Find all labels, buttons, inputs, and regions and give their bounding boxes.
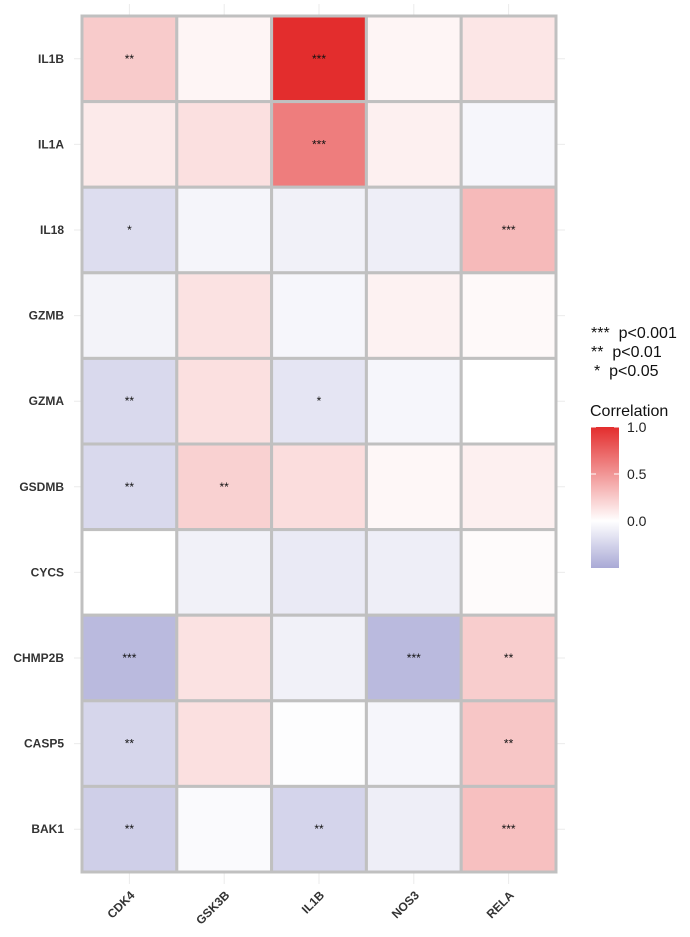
heatmap-cell (270, 442, 368, 532)
row-label: IL18 (40, 223, 64, 237)
significance-mark: *** (502, 822, 516, 836)
column-label: CDK4 (105, 888, 138, 921)
significance-mark: * (127, 223, 132, 237)
heatmap-cell (364, 100, 463, 189)
row-labels: IL1B IL1A IL18 GZMB GZMA GSDMB CYCS CHMP2B CASP5… (13, 52, 64, 836)
heatmap-cell (459, 442, 558, 532)
heatmap-cell (364, 356, 463, 446)
significance-mark: ** (314, 822, 324, 836)
heatmap-cell (459, 784, 558, 874)
significance-legend-entry: * p<0.05 (594, 363, 659, 380)
significance-mark: *** (502, 223, 516, 237)
significance-mark: ** (125, 394, 135, 408)
significance-mark: ** (504, 651, 514, 665)
heatmap-cell (175, 100, 274, 189)
significance-mark: ** (504, 737, 514, 751)
heatmap-cell (364, 271, 463, 360)
row-label: CHMP2B (13, 651, 64, 665)
heatmap-cell (364, 528, 463, 617)
column-label: NOS3 (389, 888, 422, 921)
heatmap-cell (175, 442, 274, 532)
heatmap-cell (270, 699, 368, 788)
heatmap-cell (459, 14, 558, 104)
heatmap-cell (364, 14, 463, 104)
heatmap-cell (80, 528, 179, 617)
colorbar (591, 427, 619, 568)
heatmap-cell (364, 784, 463, 874)
column-label: GSK3B (193, 888, 232, 927)
significance-legend-entry: ** p<0.01 (591, 344, 662, 361)
heatmap-cell (459, 613, 558, 703)
row-label: IL1B (38, 52, 64, 66)
legend-tick-label: 0.5 (627, 466, 647, 482)
significance-legend: *** p<0.001 ** p<0.01 * p<0.05 (591, 325, 677, 380)
significance-mark: ** (125, 822, 135, 836)
heatmap-cell (459, 528, 558, 617)
heatmap-cell (175, 271, 274, 360)
significance-mark: *** (407, 651, 421, 665)
heatmap-cell (459, 356, 558, 446)
heatmap-cell (459, 271, 558, 360)
heatmap-cell (459, 100, 558, 189)
heatmap-cell (364, 185, 463, 275)
row-label: GSDMB (19, 480, 64, 494)
heatmap-cell (80, 271, 179, 360)
heatmap-cell (270, 528, 368, 617)
heatmap-cell (175, 784, 274, 874)
heatmap-cell (80, 356, 179, 446)
heatmap-cell (270, 185, 368, 275)
heatmap-cell (270, 14, 368, 104)
heatmap-cell (175, 528, 274, 617)
significance-mark: *** (122, 651, 136, 665)
column-label: RELA (484, 888, 517, 921)
significance-mark: ** (125, 52, 135, 66)
row-label: GZMA (29, 394, 65, 408)
significance-legend-entry: *** p<0.001 (591, 325, 677, 342)
significance-marks: ** ******* ***** *** ***** *** **** **** ** *** (122, 52, 516, 836)
legend-tick-label: 0.0 (627, 513, 647, 529)
significance-mark: ** (125, 737, 135, 751)
legend-ticks: 1.0 0.5 0.0 (591, 419, 647, 529)
row-label: CASP5 (24, 737, 64, 751)
heatmap-cell (459, 699, 558, 788)
row-label: GZMB (29, 309, 65, 323)
heatmap-cell (364, 699, 463, 788)
heatmap-cell (80, 14, 179, 104)
heatmap-cell (270, 271, 368, 360)
row-label: IL1A (38, 137, 64, 151)
significance-mark: ** (220, 480, 230, 494)
heatmap-cell (80, 185, 179, 275)
heatmap-cell (459, 185, 558, 275)
heatmap-cell (175, 14, 274, 104)
significance-mark: ** (125, 480, 135, 494)
heatmap-cell (175, 356, 274, 446)
heatmap-cell (80, 699, 179, 788)
significance-mark: * (317, 394, 322, 408)
heatmap-cell (175, 185, 274, 275)
row-label: BAK1 (31, 822, 64, 836)
legend-title: Correlation (590, 403, 668, 420)
column-labels: CDK4 GSK3B IL1B NOS3 RELA (105, 888, 517, 927)
heatmap-cell (270, 356, 368, 446)
legend: *** p<0.001 ** p<0.01 * p<0.05 Correlation… (590, 325, 677, 568)
significance-mark: *** (312, 52, 326, 66)
heatmap-cell (80, 100, 179, 189)
heatmap-cell (364, 442, 463, 532)
heatmap-cell (270, 613, 368, 703)
significance-mark: *** (312, 137, 326, 151)
legend-tick-label: 1.0 (627, 419, 647, 435)
column-label: IL1B (299, 888, 328, 917)
heatmap-cell (175, 613, 274, 703)
heatmap-cells (80, 14, 558, 874)
row-label: CYCS (31, 565, 64, 579)
heatmap-cell (175, 699, 274, 788)
